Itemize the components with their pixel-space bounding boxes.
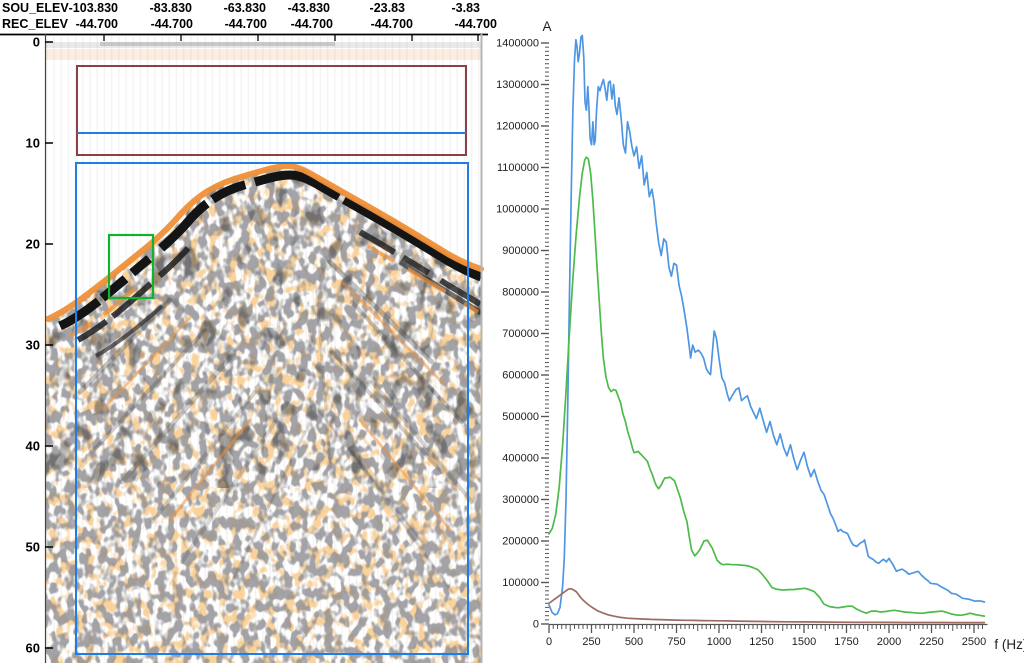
x-tick-label: 1000 [707, 636, 731, 648]
green-selection-rect[interactable] [107, 233, 155, 300]
seismic-display-panel[interactable]: SOU_ELEV -103.830 -83.830 -63.830 -43.830 -2… [0, 0, 497, 663]
header-field-sou-elev: SOU_ELEV [2, 1, 69, 15]
trace-header-row-sou: SOU_ELEV -103.830 -83.830 -63.830 -43.830 -2… [0, 1, 510, 17]
dome-orange-rim [45, 162, 484, 322]
depth-tick-label: 10 [26, 136, 40, 151]
x-tick-label: 1250 [749, 636, 773, 648]
y-tick-label: 800000 [502, 287, 539, 299]
header-value: -44.700 [454, 17, 497, 31]
header-value: -63.830 [223, 1, 266, 15]
y-tick-label: 1200000 [496, 121, 539, 133]
spectrum-green-curve [548, 156, 986, 617]
y-tick-label: 0 [533, 619, 539, 631]
y-axis-title: A [542, 19, 551, 34]
header-value: -83.830 [149, 1, 192, 15]
depth-tick-label: 50 [26, 540, 40, 555]
spectrum-canvas[interactable]: 0 100000 200000 300000 400000 500000 600000 700… [490, 0, 1024, 663]
maroon-selection-rect[interactable] [76, 65, 467, 156]
y-tick-label: 200000 [502, 536, 539, 548]
y-tick-label: 1000000 [496, 204, 539, 216]
blue-selection-rect[interactable] [75, 162, 469, 655]
depth-tick-label: 30 [26, 338, 40, 353]
header-value: -44.700 [150, 17, 193, 31]
header-value: -43.830 [287, 1, 330, 15]
x-tick-label: 1500 [792, 636, 816, 648]
y-tick-label: 500000 [502, 411, 539, 423]
x-tick-label: 2250 [919, 636, 943, 648]
header-value: -44.700 [224, 17, 267, 31]
seismic-canvas[interactable]: 0 10 20 30 40 50 60 [0, 0, 490, 663]
depth-tick-label: 0 [33, 35, 40, 50]
y-tick-label: 400000 [502, 453, 539, 465]
x-tick-label: 2500 [962, 636, 986, 648]
x-axis-title: f (Hz) [994, 637, 1024, 652]
x-tick-label: 0 [546, 636, 552, 648]
y-tick-label: 100000 [502, 577, 539, 589]
depth-tick-label: 40 [26, 439, 40, 454]
depth-tick-label: 60 [26, 641, 40, 656]
y-tick-label: 600000 [502, 370, 539, 382]
header-value: -44.700 [290, 17, 333, 31]
y-tick-label: 1400000 [496, 38, 539, 50]
depth-tick-label: 20 [26, 237, 40, 252]
spectrum-panel[interactable]: 0 100000 200000 300000 400000 500000 600000 700… [490, 0, 1024, 663]
y-tick-label: 1300000 [496, 79, 539, 91]
y-tick-label: 300000 [502, 494, 539, 506]
y-tick-label: 700000 [502, 328, 539, 340]
header-value: -23.83 [369, 1, 405, 15]
x-tick-label: 2000 [877, 636, 901, 648]
spectrum-darkred-curve [548, 587, 986, 624]
header-value: -44.700 [370, 17, 413, 31]
header-value: -44.700 [75, 17, 118, 31]
x-tick-label: 750 [667, 636, 685, 648]
header-value: -103.830 [68, 1, 118, 15]
x-tick-label: 500 [625, 636, 643, 648]
trace-header-row-rec: REC_ELEV -44.700 -44.700 -44.700 -44.700 -44… [0, 17, 510, 33]
y-tick-label: 1100000 [497, 162, 539, 174]
spectrum-blue-curve [548, 34, 986, 616]
x-tick-label: 1750 [834, 636, 858, 648]
y-tick-label: 900000 [502, 245, 539, 257]
seismic-image [45, 36, 484, 663]
header-field-rec-elev: REC_ELEV [2, 17, 68, 31]
header-value: -3.83 [451, 1, 481, 15]
dome-black-band [58, 170, 483, 331]
x-tick-label: 250 [582, 636, 600, 648]
